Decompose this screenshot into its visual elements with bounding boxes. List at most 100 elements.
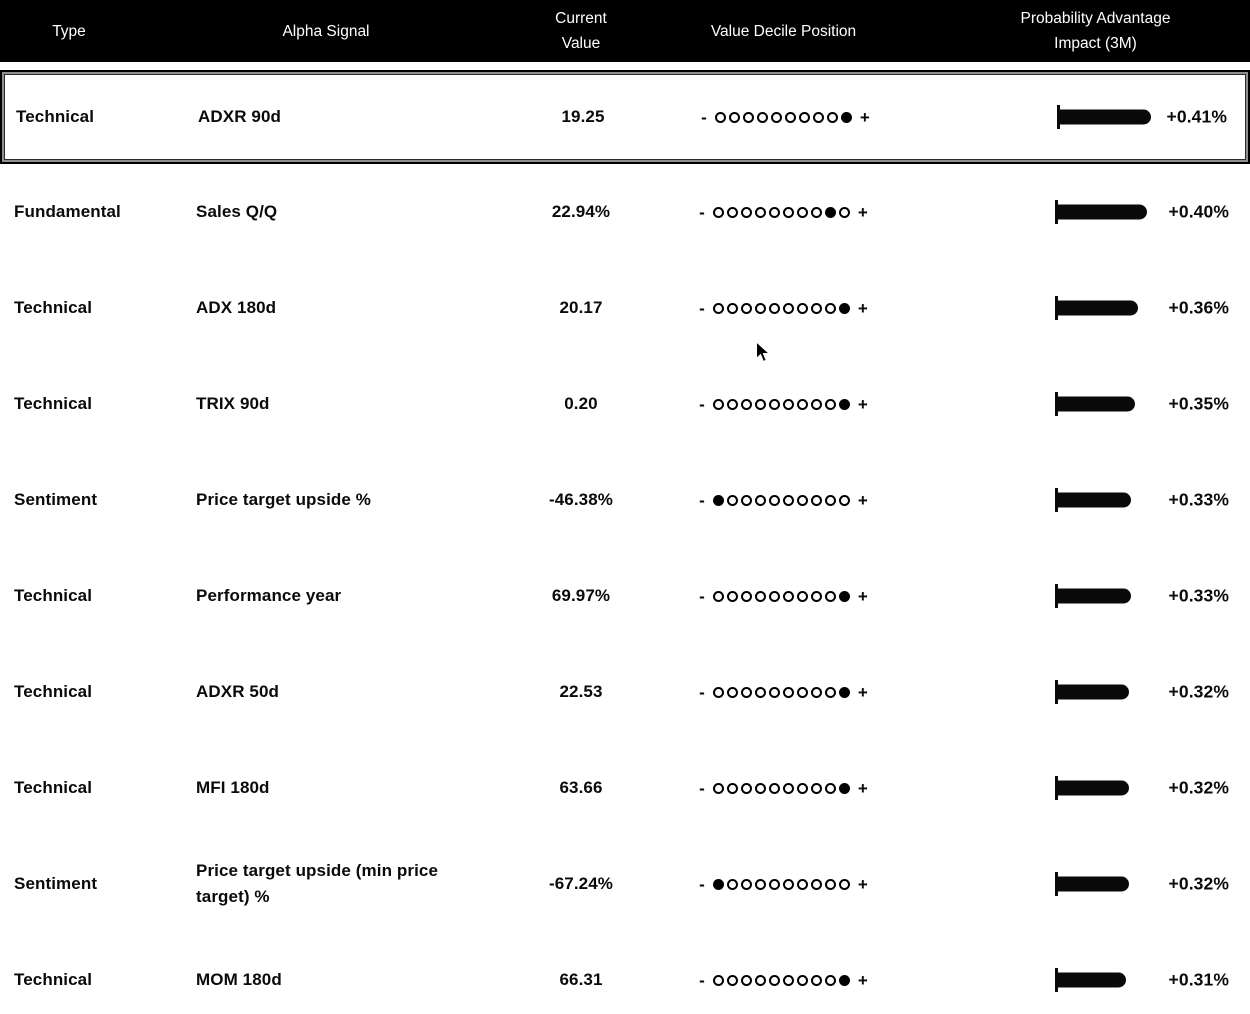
decile-dot-filled: [838, 686, 850, 698]
table-row[interactable]: Technical TRIX 90d 0.20 - + +0.35%: [0, 356, 1250, 452]
table-row[interactable]: Technical ADXR 50d 22.53 - + +0.32%: [0, 644, 1250, 740]
table-row[interactable]: Technical ADXR 90d 19.25 - + +0.41%: [0, 70, 1250, 164]
decile-dot: [768, 398, 780, 410]
column-header-label: Value Decile Position: [710, 22, 857, 40]
impact-value: +0.31%: [1168, 969, 1229, 990]
decile-dot: [740, 398, 752, 410]
decile-dot: [726, 206, 738, 218]
decile-widget: - +: [646, 588, 921, 605]
decile-dot: [740, 302, 752, 314]
decile-dot: [810, 782, 822, 794]
row-signal: ADXR 50d: [196, 682, 279, 701]
decile-dot: [810, 494, 822, 506]
row-type: Sentiment: [14, 490, 98, 509]
table-row[interactable]: Sentiment Price target upside % -46.38% …: [0, 452, 1250, 548]
decile-dot: [756, 111, 768, 123]
decile-dot: [798, 111, 810, 123]
impact-value: +0.32%: [1168, 777, 1229, 798]
decile-plus-label: +: [859, 107, 870, 127]
decile-dots: [712, 878, 850, 890]
decile-dot-filled: [838, 590, 850, 602]
decile-dot: [726, 878, 738, 890]
impact-bar: [1058, 109, 1151, 125]
decile-dot: [796, 398, 808, 410]
decile-minus-label: -: [699, 682, 705, 702]
decile-dot: [726, 974, 738, 986]
column-header-type: Type: [0, 19, 196, 44]
decile-dot: [838, 494, 850, 506]
decile-dot: [768, 782, 780, 794]
decile-dot: [740, 686, 752, 698]
decile-dot: [712, 206, 724, 218]
decile-dot: [810, 974, 822, 986]
column-header-value-decile-position: Value Decile Position: [646, 19, 921, 44]
table-row[interactable]: Technical MFI 180d 63.66 - + +0.32%: [0, 740, 1250, 836]
decile-dot: [796, 878, 808, 890]
table-row[interactable]: Technical Performance year 69.97% - + +0…: [0, 548, 1250, 644]
decile-dot: [770, 111, 782, 123]
row-signal: MFI 180d: [196, 778, 270, 797]
decile-dot: [768, 206, 780, 218]
decile-dot: [826, 111, 838, 123]
decile-dot: [726, 590, 738, 602]
impact-bar: [1056, 588, 1131, 604]
table-header: Type Alpha Signal Current Value Value De…: [0, 0, 1250, 62]
decile-dot: [768, 974, 780, 986]
decile-dot: [768, 590, 780, 602]
impact-bar: [1056, 972, 1126, 988]
decile-dot: [810, 686, 822, 698]
decile-minus-label: -: [699, 394, 705, 414]
row-current-value: 69.97%: [551, 586, 611, 605]
decile-dot: [754, 974, 766, 986]
row-type: Technical: [14, 586, 93, 605]
decile-dots: [712, 302, 850, 314]
impact-value: +0.41%: [1166, 106, 1227, 127]
row-current-value: 66.31: [559, 970, 603, 989]
decile-dot: [796, 206, 808, 218]
impact-cell: +0.32%: [921, 740, 1250, 836]
decile-dot: [712, 302, 724, 314]
decile-plus-label: +: [857, 394, 868, 414]
row-signal: Price target upside %: [196, 490, 371, 509]
row-signal: Performance year: [196, 586, 342, 605]
decile-dot: [810, 302, 822, 314]
decile-widget: - +: [646, 876, 921, 893]
decile-widget: - +: [646, 684, 921, 701]
decile-dot: [768, 686, 780, 698]
impact-value: +0.35%: [1168, 393, 1229, 414]
impact-value: +0.32%: [1168, 681, 1229, 702]
table-row[interactable]: Technical ADX 180d 20.17 - + +0.36%: [0, 260, 1250, 356]
row-current-value: 19.25: [561, 107, 605, 126]
impact-cell: +0.32%: [921, 836, 1250, 932]
column-header-label: Current Value: [555, 10, 607, 52]
table-row[interactable]: Technical MOM 180d 66.31 - + +0.31%: [0, 932, 1250, 1014]
decile-minus-label: -: [699, 586, 705, 606]
impact-bar: [1056, 780, 1129, 796]
decile-plus-label: +: [857, 586, 868, 606]
decile-dot-filled: [712, 494, 724, 506]
decile-dot: [712, 686, 724, 698]
decile-dots: [714, 111, 852, 123]
table-row[interactable]: Sentiment Price target upside (min price…: [0, 836, 1250, 932]
impact-cell: +0.36%: [921, 260, 1250, 356]
table-row[interactable]: Fundamental Sales Q/Q 22.94% - + +0.40%: [0, 164, 1250, 260]
decile-widget: - +: [646, 300, 921, 317]
decile-dot-filled: [712, 878, 724, 890]
decile-plus-label: +: [857, 874, 868, 894]
decile-dots: [712, 974, 850, 986]
decile-dots: [712, 398, 850, 410]
decile-dot: [824, 782, 836, 794]
decile-dot: [782, 398, 794, 410]
decile-dot: [726, 302, 738, 314]
decile-dot: [712, 590, 724, 602]
decile-dots: [712, 686, 850, 698]
row-current-value: -46.38%: [548, 490, 614, 509]
decile-widget: - +: [646, 396, 921, 413]
decile-dot: [824, 590, 836, 602]
decile-dot: [810, 878, 822, 890]
decile-dot: [740, 878, 752, 890]
column-header-current-value: Current Value: [516, 6, 646, 56]
impact-value: +0.40%: [1168, 201, 1229, 222]
decile-dot: [754, 494, 766, 506]
decile-dot: [726, 398, 738, 410]
